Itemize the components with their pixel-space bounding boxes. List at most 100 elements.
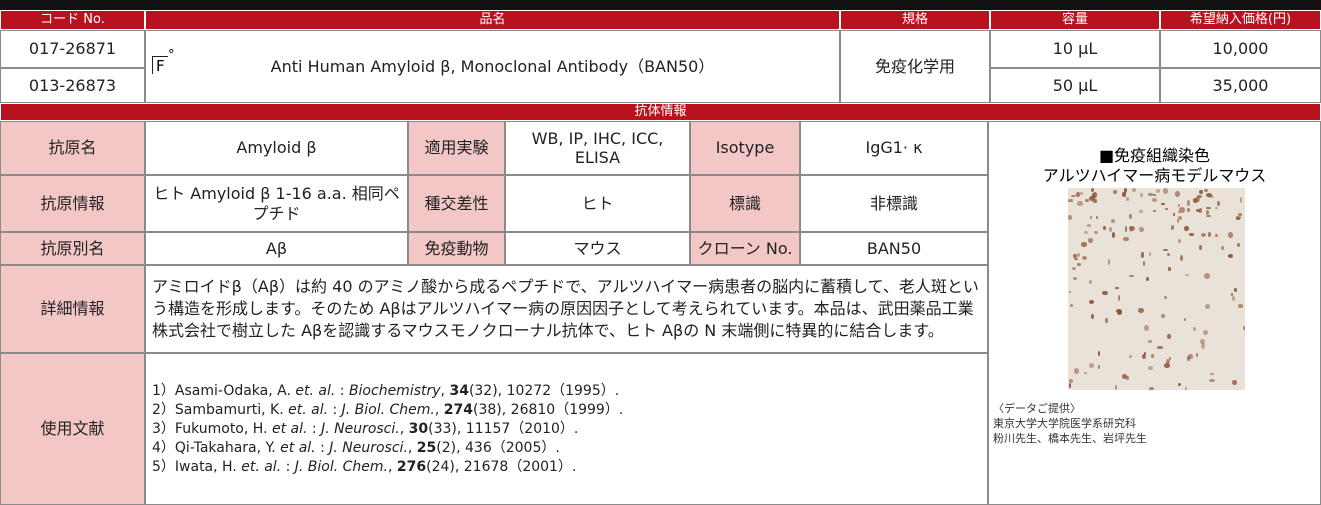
info-value: WB, IP, IHC, ICC, ELISA <box>505 121 690 175</box>
stain-dot <box>1195 353 1198 357</box>
stain-dot <box>1128 355 1132 359</box>
stain-dot <box>1088 363 1094 369</box>
figure-caption: 東京大学大学院医学系研究科 <box>993 417 1136 430</box>
stain-dot <box>1189 233 1195 237</box>
ref-segment: (32), 10272（1995）. <box>468 382 620 399</box>
stain-dot <box>1176 218 1180 224</box>
ref-segment: et. al. <box>288 401 329 418</box>
ref-segment: , <box>407 439 417 456</box>
stain-dot <box>1124 226 1128 232</box>
stain-dot <box>1188 353 1194 360</box>
stain-dot <box>1153 209 1156 213</box>
stain-dot <box>1123 188 1128 194</box>
ref-segment: 5）Iwata, H. <box>152 458 242 475</box>
ref-segment: , <box>388 458 397 475</box>
volume: 50 μL <box>990 68 1160 103</box>
header-cell: 希望納入価格(円) <box>1160 10 1321 30</box>
stain-dot <box>1081 242 1088 247</box>
stain-dot <box>1144 352 1147 355</box>
info-value: IgG1· κ <box>800 121 988 175</box>
stain-dot <box>1234 287 1237 293</box>
refs-label: 使用文献 <box>0 353 145 505</box>
stain-dot <box>1129 274 1134 278</box>
stain-dot <box>1104 318 1109 324</box>
stain-dot <box>1089 216 1093 220</box>
reference: 5）Iwata, H. et. al. : J. Biol. Chem., 27… <box>152 458 576 477</box>
stain-dot <box>1179 207 1185 213</box>
ref-segment: 25 <box>416 439 437 456</box>
detail-text: アミロイドβ（Aβ）は約 40 のアミノ酸から成るペプチドで、アルツハイマー病患… <box>145 265 988 353</box>
stain-dot <box>1183 317 1187 321</box>
stain-dot <box>1230 292 1234 296</box>
ref-segment: , <box>434 401 444 418</box>
stain-dot <box>1138 307 1144 313</box>
stain-dot <box>1122 192 1126 197</box>
stain-dot <box>1110 218 1116 224</box>
stain-dot <box>1094 199 1097 203</box>
stain-dot <box>1178 238 1182 243</box>
stain-dot <box>1151 353 1155 359</box>
ref-segment: Biochemistry <box>348 382 441 399</box>
stain-dot <box>1083 371 1088 375</box>
stain-dot <box>1097 364 1101 369</box>
stain-dot <box>1084 230 1089 234</box>
ref-segment: 30 <box>408 420 429 437</box>
stain-dot <box>1198 244 1203 251</box>
stain-dot <box>1200 343 1206 349</box>
ref-segment: et al. <box>271 420 308 437</box>
ref-segment: 34 <box>449 382 469 399</box>
info-value: 非標識 <box>800 175 988 232</box>
info-label: クローン No. <box>690 232 800 265</box>
stain-dot <box>1076 200 1083 207</box>
stain-dot <box>1240 197 1243 203</box>
info-value: BAN50 <box>800 232 988 265</box>
stain-dot <box>1199 190 1204 195</box>
stain-dot <box>1068 199 1073 202</box>
info-label: 抗原情報 <box>0 175 145 232</box>
stain-dot <box>1140 252 1145 259</box>
stain-dot <box>1152 197 1157 202</box>
price: 10,000 <box>1160 30 1321 68</box>
header-cell: 品名 <box>145 10 840 30</box>
stain-dot <box>1147 340 1152 344</box>
info-label: 抗原別名 <box>0 232 145 265</box>
stain-dot <box>1088 299 1094 304</box>
stain-dot <box>1108 226 1112 232</box>
stain-dot <box>1081 256 1088 261</box>
stain-dot <box>1238 213 1242 216</box>
stain-dot <box>1129 225 1136 232</box>
stain-dot <box>1069 290 1072 294</box>
stain-dot <box>1145 277 1150 282</box>
code: 017-26871 <box>0 30 145 68</box>
info-value: Aβ <box>145 232 408 265</box>
reference: 3）Fukumoto, H. et al. : J. Neurosci., 30… <box>152 420 578 439</box>
stain-dot <box>1070 304 1074 307</box>
stain-dot <box>1196 196 1201 202</box>
stain-dot <box>1117 294 1121 301</box>
stain-dot <box>1228 232 1234 238</box>
stain-dot <box>1142 260 1146 267</box>
info-value: マウス <box>505 232 690 265</box>
ref-segment: J. Neurosci. <box>329 439 408 456</box>
grade: 免疫化学用 <box>840 30 990 103</box>
stain-dot <box>1204 304 1210 310</box>
stain-dot <box>1089 196 1095 202</box>
stain-dot <box>1184 386 1188 390</box>
stain-dot <box>1152 193 1157 196</box>
stain-dot <box>1167 333 1171 339</box>
stain-dot <box>1072 266 1076 271</box>
stain-dot <box>1114 384 1118 390</box>
header-cell: 規格 <box>840 10 990 30</box>
stain-dot <box>1221 246 1224 251</box>
stain-dot <box>1068 383 1072 388</box>
stain-dot <box>1115 286 1119 289</box>
stain-dot <box>1095 216 1099 220</box>
stain-dot <box>1161 203 1165 206</box>
reference: 1）Asami-Odaka, A. et. al. : Biochemistry… <box>152 382 619 401</box>
stain-dot <box>1091 313 1095 319</box>
stain-dot <box>1077 253 1081 258</box>
stain-dot <box>1215 207 1218 210</box>
stain-dot <box>1091 188 1095 193</box>
stain-dot <box>1237 243 1240 247</box>
stain-dot <box>1121 373 1128 379</box>
